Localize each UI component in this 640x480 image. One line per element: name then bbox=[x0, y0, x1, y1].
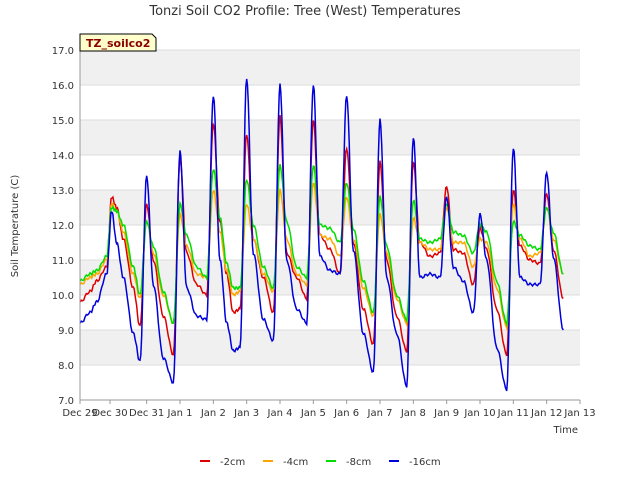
y-tick-label: 11.0 bbox=[52, 256, 74, 267]
x-tick-label: Jan 10 bbox=[463, 408, 495, 419]
plot-band bbox=[80, 50, 580, 85]
y-tick-label: 15.0 bbox=[52, 116, 74, 127]
y-tick-label: 10.0 bbox=[52, 291, 74, 302]
y-tick-labels: 7.0 8.0 9.0 10.0 11.0 12.0 13.0 14.0 15.0 16.0 17.… bbox=[52, 46, 74, 407]
x-tick-label: Jan 3 bbox=[233, 408, 259, 419]
badge: TZ_soilco2 bbox=[79, 33, 157, 52]
series-lines bbox=[79, 78, 564, 392]
x-tick-label: Dec 29 bbox=[62, 408, 97, 419]
series-line-minus-2cm bbox=[79, 115, 564, 357]
legend-label: -8cm bbox=[346, 457, 371, 468]
series-line-minus-4cm bbox=[79, 182, 564, 331]
x-tick-label: Jan 11 bbox=[497, 408, 529, 419]
legend-label: -4cm bbox=[283, 457, 308, 468]
x-tick-label: Jan 5 bbox=[300, 408, 326, 419]
y-tick-label: 14.0 bbox=[52, 151, 74, 162]
y-tick-label: 8.0 bbox=[58, 361, 74, 372]
series-line-minus-16cm bbox=[79, 78, 564, 392]
plot-band bbox=[80, 120, 580, 155]
x-tick-label: Jan 4 bbox=[267, 408, 293, 419]
x-tick-label: Jan 9 bbox=[433, 408, 459, 419]
x-tick-label: Jan 7 bbox=[367, 408, 393, 419]
y-tick-label: 13.0 bbox=[52, 186, 74, 197]
x-tick-label: Dec 30 bbox=[92, 408, 127, 419]
legend-label: -16cm bbox=[409, 457, 441, 468]
x-tick-label: Dec 31 bbox=[129, 408, 164, 419]
x-tick-label: Jan 6 bbox=[333, 408, 359, 419]
plot-band bbox=[80, 190, 580, 225]
chart-title: Tonzi Soil CO2 Profile: Tree (West) Temp… bbox=[148, 4, 461, 19]
x-tick-label: Jan 13 bbox=[563, 408, 595, 419]
y-axis-label: Soil Temperature (C) bbox=[10, 175, 21, 278]
x-axis-label: Time bbox=[553, 425, 578, 436]
x-tick-label: Jan 2 bbox=[200, 408, 226, 419]
y-tick-label: 7.0 bbox=[58, 396, 74, 407]
y-tick-label: 17.0 bbox=[52, 46, 74, 57]
y-tick-label: 9.0 bbox=[58, 326, 74, 337]
badge-box bbox=[79, 33, 157, 52]
y-tick-label: 12.0 bbox=[52, 221, 74, 232]
x-tick-label: Jan 1 bbox=[167, 408, 193, 419]
legend-label: -2cm bbox=[220, 457, 245, 468]
axes bbox=[79, 50, 580, 401]
x-tick-label: Jan 12 bbox=[530, 408, 562, 419]
series-line-minus-8cm bbox=[79, 163, 564, 328]
legend: -2cm -4cm -8cm -16cm bbox=[200, 457, 441, 468]
x-tick-label: Jan 8 bbox=[400, 408, 426, 419]
y-tick-label: 16.0 bbox=[52, 81, 74, 92]
badge-label: TZ_soilco2 bbox=[86, 37, 150, 50]
